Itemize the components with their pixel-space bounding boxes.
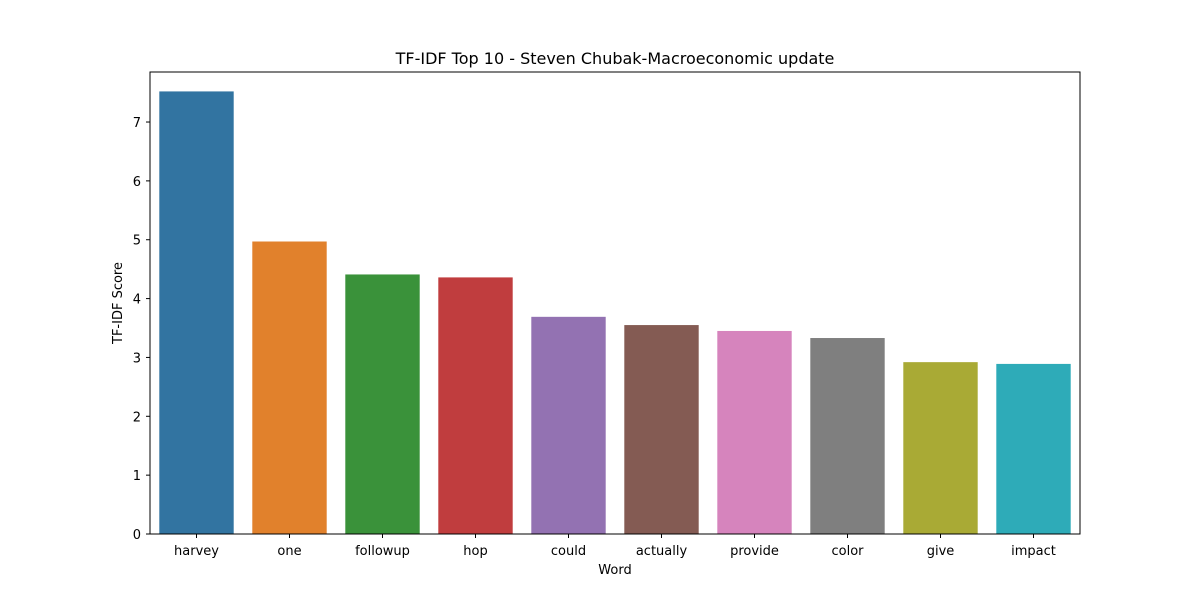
y-tick-label: 2 xyxy=(133,410,141,425)
x-tick-label: hop xyxy=(463,544,487,559)
bar-one xyxy=(252,241,327,534)
x-tick-label: harvey xyxy=(174,544,219,559)
plot-frame xyxy=(149,71,1081,535)
x-tick-label: could xyxy=(551,544,586,559)
y-tick-label: 1 xyxy=(133,469,141,484)
bar-harvey xyxy=(159,91,234,535)
x-tick-label: provide xyxy=(730,544,779,559)
x-tick-label: actually xyxy=(636,544,688,559)
x-axis-label: Word xyxy=(598,563,631,578)
y-tick-label: 4 xyxy=(133,293,141,308)
bar-hop xyxy=(438,277,513,534)
chart-title: TF-IDF Top 10 - Steven Chubak-Macroecono… xyxy=(395,49,835,68)
bars-layer xyxy=(159,91,1071,535)
y-tick-label: 5 xyxy=(133,234,141,249)
x-tick-label: color xyxy=(831,544,864,559)
y-tick-label: 6 xyxy=(133,175,141,190)
x-tick-label: impact xyxy=(1011,544,1056,559)
x-tick-label: one xyxy=(277,544,301,559)
x-tick-label: followup xyxy=(355,544,410,559)
bar-impact xyxy=(996,363,1071,534)
bar-give xyxy=(903,362,978,534)
y-axis-label: TF-IDF Score xyxy=(111,262,126,345)
bar-color xyxy=(810,338,885,534)
y-axis-ticks: 0 1 2 3 4 5 6 7 xyxy=(133,116,150,543)
y-tick-label: 0 xyxy=(133,528,141,543)
bar-actually xyxy=(624,325,699,534)
bar-could xyxy=(531,316,606,534)
bar-provide xyxy=(717,330,792,534)
y-tick-label: 3 xyxy=(133,351,141,366)
bar-followup xyxy=(345,274,420,534)
x-tick-label: give xyxy=(927,544,955,559)
y-tick-label: 7 xyxy=(133,116,141,131)
x-axis-ticks: harvey one followup hop could actually provide… xyxy=(174,534,1056,559)
